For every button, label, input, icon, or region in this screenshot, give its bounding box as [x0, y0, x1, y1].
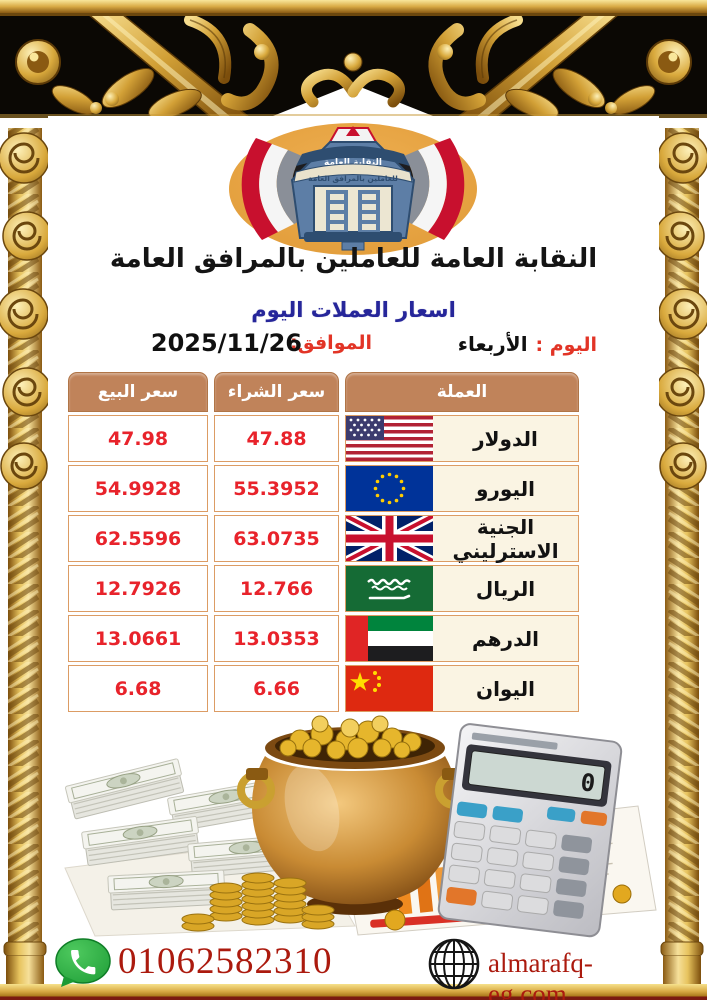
- date-value: 2025/11/26: [150, 329, 302, 357]
- ornate-frame-right-column: [657, 128, 707, 985]
- sell-price-cell: 12.7926: [68, 565, 208, 612]
- sell-price-cell: 54.9928: [68, 465, 208, 512]
- sell-value: 54.9928: [94, 477, 182, 500]
- buy-value: 12.766: [239, 577, 314, 600]
- buy-price-cell: 55.3952: [214, 465, 339, 512]
- table-row-currency-cell: اليورو: [345, 465, 579, 512]
- buy-value: 55.3952: [233, 477, 320, 500]
- currency-name: اليورو: [475, 476, 535, 501]
- date-label: الموافق:: [290, 332, 372, 354]
- phone-number[interactable]: 01062582310: [118, 941, 333, 982]
- uk-flag-icon: [346, 516, 433, 561]
- footer-contacts: 01062582310 almarafq-eg.com: [48, 936, 659, 1000]
- ornate-frame-left-column: [0, 128, 50, 985]
- currency-name: الجنية الاسترليني: [452, 514, 559, 563]
- buy-price-cell: 6.66: [214, 665, 339, 712]
- buy-price-cell: 12.766: [214, 565, 339, 612]
- buy-price-cell: 47.88: [214, 415, 339, 462]
- date-row: اليوم : الأربعاء الموافق: 2025/11/26: [48, 328, 659, 360]
- union-emblem: النقابة العامة للعاملين بالمرافق العامة: [290, 126, 416, 251]
- poster-content: النقابة العامة للعاملين بالمرافق العامة …: [48, 116, 659, 1000]
- day-value: الأربعاء: [457, 332, 528, 356]
- ornate-frame-bottom-bar: [0, 984, 707, 1000]
- table-row-currency-cell: اليوان: [345, 665, 579, 712]
- svg-text:للعاملين بالمرافق العامة: للعاملين بالمرافق العامة: [308, 174, 398, 183]
- union-logo: النقابة العامة للعاملين بالمرافق العامة: [229, 123, 477, 255]
- currency-name: اليوان: [476, 676, 535, 701]
- table-row-currency-cell: الدرهم: [345, 615, 579, 662]
- sa-flag-icon: [346, 566, 433, 611]
- buy-price-cell: 13.0353: [214, 615, 339, 662]
- buy-value: 13.0353: [233, 627, 320, 650]
- table-row-currency-cell: الدولار: [345, 415, 579, 462]
- column-header-sell: سعر البيع: [68, 372, 208, 412]
- sell-value: 62.5596: [94, 527, 182, 550]
- eu-flag-icon: [346, 466, 433, 511]
- sell-price-cell: 62.5596: [68, 515, 208, 562]
- currency-name: الدولار: [473, 426, 538, 451]
- column-header-buy: سعر الشراء: [214, 372, 339, 412]
- currency-name: الريال: [475, 576, 536, 601]
- coin-stacks: [181, 872, 632, 932]
- cn-flag-icon: [346, 666, 433, 711]
- day-group: اليوم : الأربعاء: [458, 332, 597, 356]
- website-url[interactable]: almarafq-eg.com: [488, 948, 593, 1000]
- subtitle-today-prices: اسعار العملات اليوم: [251, 298, 456, 322]
- buy-value: 47.88: [246, 427, 307, 450]
- sell-value: 47.98: [107, 427, 169, 450]
- sell-price-cell: 13.0661: [68, 615, 208, 662]
- ae-flag-icon: [346, 616, 433, 661]
- sell-price-cell: 47.98: [68, 415, 208, 462]
- sell-value: 6.68: [114, 677, 162, 700]
- gold-pot: [237, 715, 473, 915]
- globe-icon: [428, 938, 480, 990]
- money-pot-calculator-illustration: 0: [64, 715, 657, 938]
- sell-price-cell: 6.68: [68, 665, 208, 712]
- sell-value: 13.0661: [94, 627, 182, 650]
- buy-value: 6.66: [253, 677, 300, 700]
- ornate-frame-top: [0, 0, 707, 118]
- calculator: 0: [437, 723, 623, 938]
- calculator-buttons: [445, 801, 608, 919]
- whatsapp-icon[interactable]: [54, 938, 112, 988]
- svg-text:النقابة العامة: النقابة العامة: [324, 158, 382, 168]
- table-row-currency-cell: الجنية الاسترليني: [345, 514, 579, 563]
- coins-in-pot: [279, 715, 422, 760]
- calculator-display: 0: [579, 768, 597, 798]
- sell-value: 12.7926: [94, 577, 182, 600]
- table-row-currency-cell: الريال: [345, 565, 579, 612]
- buy-price-cell: 63.0735: [214, 515, 339, 562]
- currency-name: الدرهم: [472, 626, 539, 651]
- rates-table: العملة سعر الشراء سعر البيع الدولار: [68, 372, 579, 712]
- column-header-currency: العملة: [345, 372, 579, 412]
- day-label: اليوم :: [535, 334, 597, 356]
- us-flag-icon: [346, 416, 433, 461]
- page-title: النقابة العامة للعاملين بالمرافق العامة: [109, 244, 598, 274]
- buy-value: 63.0735: [233, 527, 320, 550]
